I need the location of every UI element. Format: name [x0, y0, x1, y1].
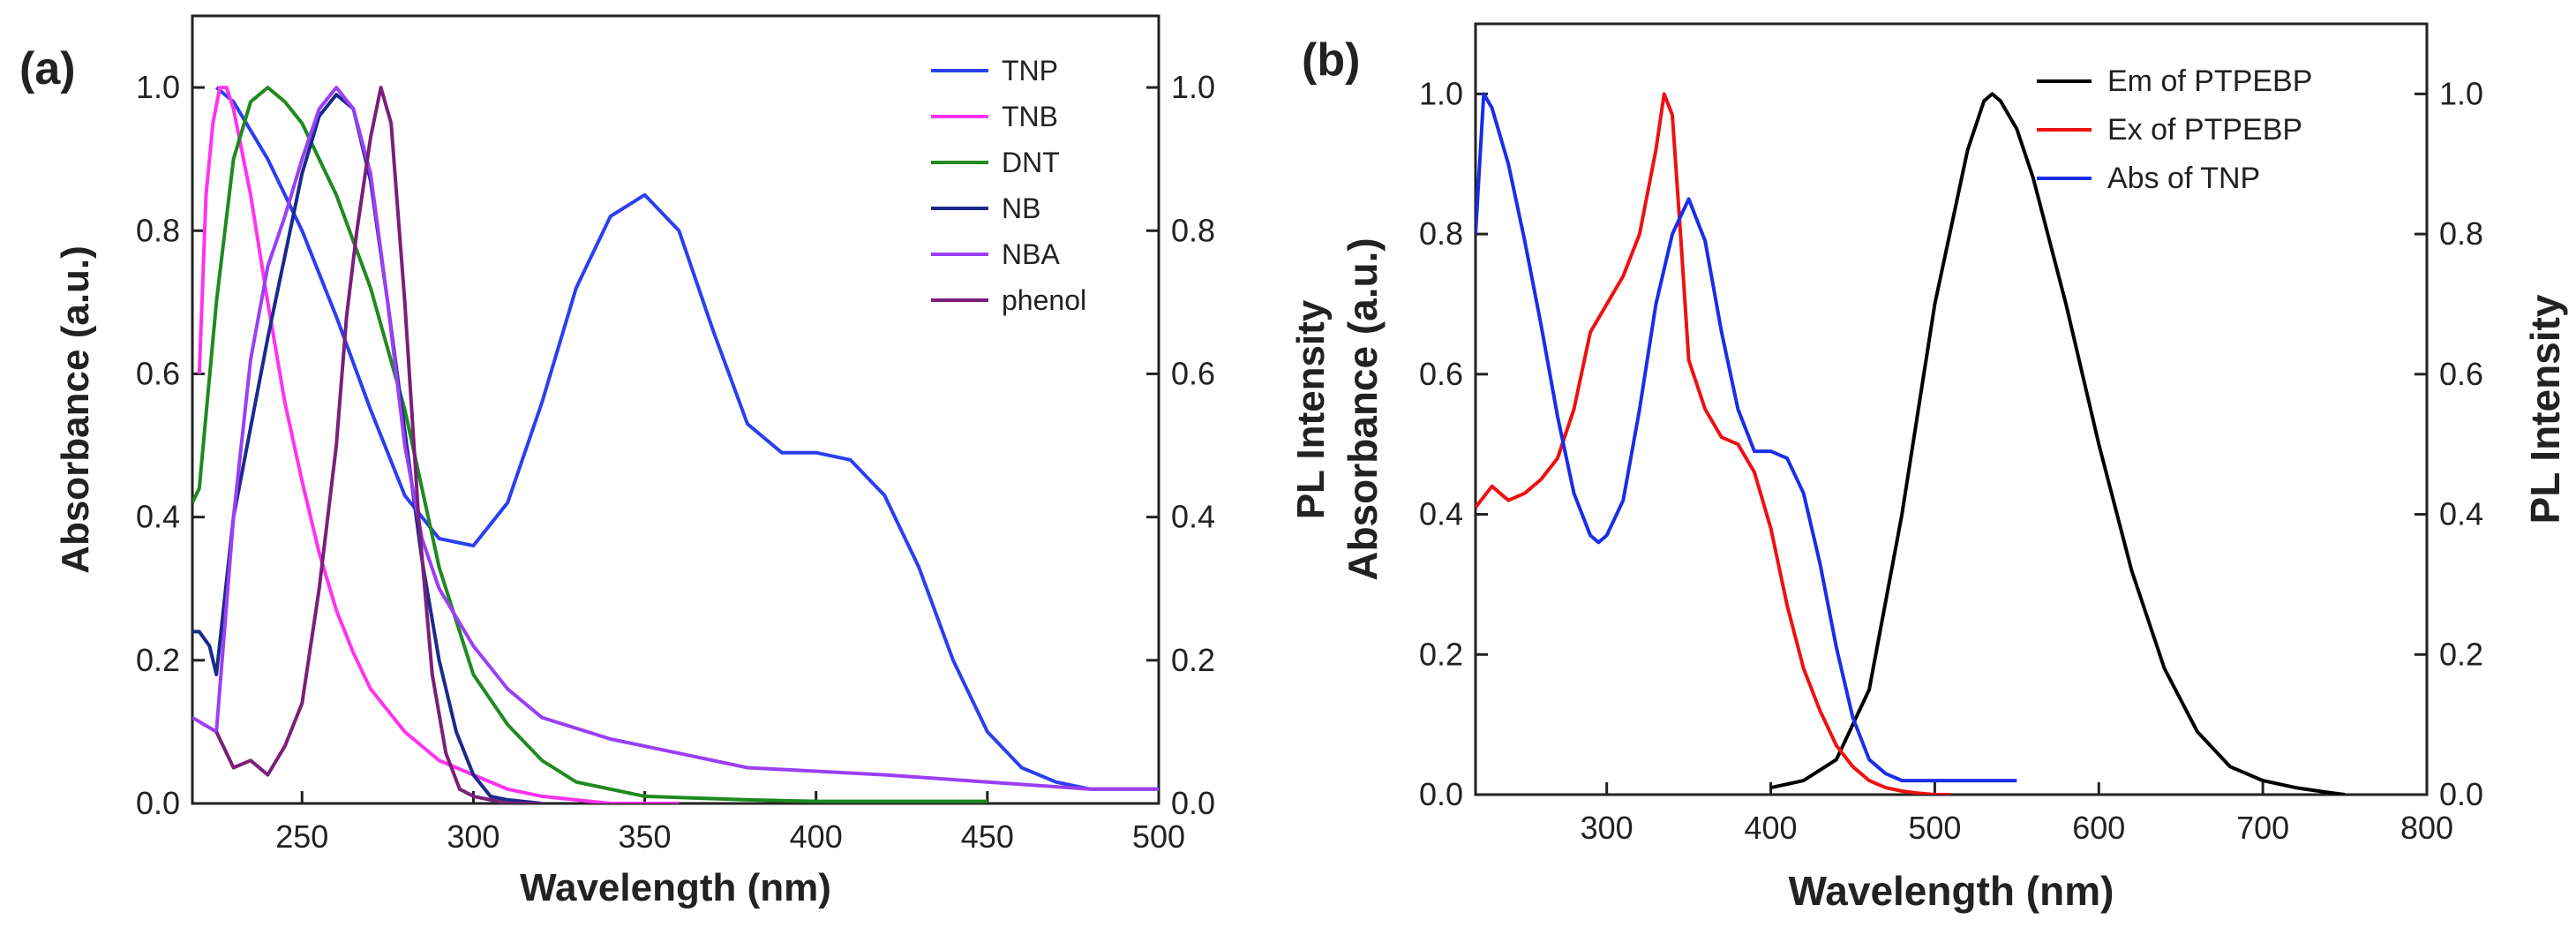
y2-tick-label: 1.0 — [2439, 75, 2483, 111]
series-line-em-of-ptpebp — [1770, 92, 2346, 795]
y-axis-title: Absorbance (a.u.) — [54, 245, 97, 574]
legend-label: TNP — [1002, 55, 1058, 87]
x-tick-label: 400 — [1745, 810, 1798, 846]
y2-tick-label: 0.8 — [1171, 212, 1215, 248]
x-tick-label: 250 — [275, 818, 328, 855]
y2-tick-label: 0.2 — [1171, 642, 1215, 678]
x-tick-label: 800 — [2400, 810, 2453, 846]
legend-label: Abs of TNP — [2107, 162, 2260, 195]
legend-label: TNB — [1002, 101, 1058, 132]
x-tick-label: 350 — [619, 818, 672, 855]
plot-frame — [191, 14, 1160, 805]
series-line-nba — [192, 86, 1159, 791]
panel-label: (a) — [19, 43, 76, 94]
y-tick-label: 0.2 — [136, 642, 180, 678]
x-tick-label: 300 — [447, 818, 499, 855]
y-axis-title: Absorbance (a.u.) — [1340, 238, 1386, 581]
x-tick-label: 600 — [2072, 810, 2125, 846]
panel-b: (b)300 400 500 600 700 8000.00.20.40.60.81.00… — [1302, 22, 2568, 914]
y2-axis-title: PL Intensity — [2522, 294, 2568, 524]
y2-tick-label: 0.6 — [1171, 355, 1215, 391]
y2-tick-label: 0.0 — [1171, 785, 1215, 821]
x-tick-label: 500 — [1908, 810, 1961, 846]
y-tick-label: 0.0 — [136, 785, 180, 821]
series-line-dnt — [192, 86, 988, 803]
y2-tick-label: 0.8 — [2439, 215, 2483, 252]
x-tick-label: 500 — [1132, 818, 1185, 855]
y2-tick-label: 0.6 — [2439, 356, 2483, 392]
x-tick-label: 700 — [2236, 810, 2289, 846]
x-tick-label: 300 — [1581, 810, 1633, 846]
legend-label: Ex of PTPEBP — [2107, 113, 2302, 147]
series-line-phenol — [214, 86, 543, 803]
legend-label: NB — [1002, 192, 1040, 224]
y-tick-label: 0.6 — [1419, 356, 1463, 392]
y-tick-label: 0.8 — [136, 212, 180, 248]
y-tick-label: 0.4 — [136, 499, 180, 535]
legend-label: Em of PTPEBP — [2107, 64, 2312, 98]
y-tick-label: 0.8 — [1419, 215, 1463, 252]
x-axis-title: Wavelength (nm) — [520, 866, 831, 909]
y2-tick-label: 0.0 — [2439, 776, 2483, 812]
x-axis-title: Wavelength (nm) — [1789, 868, 2114, 914]
y2-tick-label: 1.0 — [1171, 69, 1215, 105]
y-tick-label: 0.4 — [1419, 496, 1463, 532]
y2-tick-label: 0.2 — [2439, 636, 2483, 672]
x-tick-label: 450 — [961, 818, 1014, 855]
x-tick-label: 400 — [790, 818, 843, 855]
series-line-tnb — [197, 86, 680, 803]
y-tick-label: 0.2 — [1419, 636, 1463, 672]
legend-label: phenol — [1002, 284, 1086, 316]
y2-axis-title: PL Intensity — [1289, 299, 1333, 519]
y-tick-label: 1.0 — [1419, 75, 1463, 111]
series-line-tnp — [214, 86, 1159, 791]
y2-tick-label: 0.4 — [1171, 499, 1215, 535]
y-tick-label: 1.0 — [136, 69, 180, 105]
panel-label: (b) — [1302, 34, 1360, 86]
y-tick-label: 0.6 — [136, 355, 180, 391]
panel-a: (a)250 300 350 400 450 5000.00.20.40.60.81.00… — [19, 14, 1333, 909]
series-line-abs-of-tnp — [1476, 92, 2017, 783]
y-tick-label: 0.0 — [1419, 776, 1463, 812]
y2-tick-label: 0.4 — [2439, 496, 2483, 532]
legend-label: NBA — [1002, 238, 1060, 270]
legend-label: DNT — [1002, 147, 1060, 178]
series-line-ex-of-ptpebp — [1476, 92, 1951, 795]
